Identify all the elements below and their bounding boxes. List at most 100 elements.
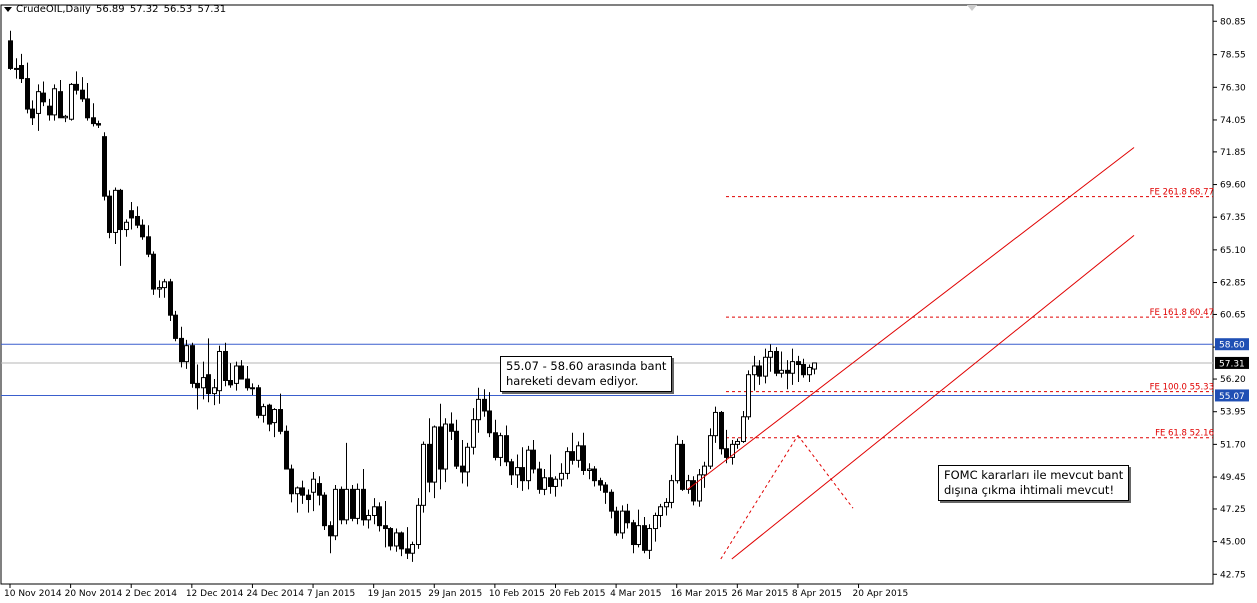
x-tick-label: 8 Apr 2015 — [792, 589, 842, 599]
dropdown-triangle-icon[interactable] — [4, 6, 12, 12]
candle-body — [261, 406, 266, 416]
candle — [157, 280, 162, 298]
candle-body — [256, 387, 261, 416]
open-value: 56.89 — [96, 4, 125, 15]
x-tick-label: 19 Jan 2015 — [368, 589, 422, 599]
candle-body — [708, 435, 713, 467]
candle — [790, 348, 795, 385]
trend-channel — [687, 147, 1135, 560]
candle — [504, 425, 509, 467]
candle — [168, 278, 173, 321]
candle — [234, 361, 239, 391]
candle — [278, 393, 283, 435]
y-tick-label: 80.85 — [1220, 17, 1246, 27]
candle — [493, 419, 498, 461]
y-tick-label: 74.05 — [1220, 116, 1246, 126]
candle-body — [383, 525, 388, 530]
candle-body — [217, 350, 222, 392]
candle-body — [680, 443, 685, 490]
candle-body — [691, 480, 696, 502]
y-tick-label: 49.45 — [1220, 473, 1246, 483]
candle-body — [763, 356, 768, 377]
candle — [223, 342, 228, 387]
candle-body — [19, 65, 24, 80]
candle — [603, 482, 608, 504]
candle — [647, 524, 652, 560]
candle — [548, 454, 553, 494]
candle-body — [328, 525, 333, 537]
candle — [741, 410, 746, 443]
candle-body — [162, 281, 167, 289]
candle — [102, 132, 107, 201]
candle — [146, 225, 151, 258]
candle-body — [30, 108, 35, 119]
candle-body — [454, 430, 459, 467]
plot-area — [0, 4, 1214, 585]
candle-body — [394, 532, 399, 547]
candle-body — [796, 361, 801, 366]
candle — [664, 498, 669, 516]
candle — [201, 361, 206, 400]
candle — [515, 454, 520, 488]
y-tick-label: 51.70 — [1220, 440, 1246, 450]
candle-body — [520, 467, 525, 482]
candle-body — [653, 514, 658, 530]
band-note-line-1: 55.07 - 58.60 arasında bant — [506, 359, 667, 373]
candle-body — [548, 477, 553, 487]
candle-body — [697, 474, 702, 502]
low-value: 56.53 — [163, 4, 193, 15]
band-note[interactable]: 55.07 - 58.60 arasında bant hareketi dev… — [500, 356, 673, 392]
candle-body — [515, 467, 520, 476]
fomc-note[interactable]: FOMC kararları ile mevcut bant dışına çı… — [938, 465, 1130, 501]
candle-body — [25, 78, 30, 110]
candle-body — [724, 448, 729, 458]
candle — [598, 477, 603, 491]
candle-body — [344, 488, 349, 521]
candle — [261, 403, 266, 423]
candle-body — [576, 445, 581, 461]
candle-body — [493, 432, 498, 458]
candle — [69, 82, 74, 121]
x-tick-label: 20 Feb 2015 — [549, 589, 605, 599]
candle — [284, 425, 289, 470]
candle-body — [146, 236, 151, 255]
candle — [680, 440, 685, 491]
candle — [460, 440, 465, 484]
candle-body — [598, 480, 603, 486]
candle — [779, 351, 784, 378]
candle — [355, 483, 360, 525]
fomc-note-line-2: dışına çıkma ihtimali mevcut! — [944, 483, 1115, 497]
candle-body — [289, 468, 294, 495]
candle — [465, 442, 470, 487]
candle — [206, 338, 211, 403]
candle-body — [746, 374, 751, 418]
candle — [377, 502, 382, 532]
candle-body — [8, 40, 13, 69]
y-tick-label: 42.75 — [1220, 570, 1246, 580]
band-low-price-tag: 55.07 — [1219, 392, 1245, 402]
candle-body — [322, 494, 327, 527]
candle — [52, 84, 57, 121]
candle — [212, 379, 217, 406]
candle-body — [157, 287, 162, 290]
candle-body — [482, 398, 487, 412]
candle-body — [118, 189, 123, 231]
candle — [487, 392, 492, 438]
candle — [785, 360, 790, 390]
candle-body — [421, 443, 426, 506]
candle — [113, 187, 118, 245]
candle-body — [416, 504, 421, 546]
candle — [438, 403, 443, 490]
candle-body — [333, 488, 338, 537]
candle — [730, 440, 735, 465]
candle — [399, 531, 404, 557]
candle — [372, 498, 377, 525]
candle — [256, 384, 261, 419]
candle-body — [498, 435, 503, 458]
candle-body — [405, 548, 410, 554]
candle — [333, 485, 338, 541]
candle-body — [278, 409, 283, 432]
candle-body — [658, 506, 663, 516]
